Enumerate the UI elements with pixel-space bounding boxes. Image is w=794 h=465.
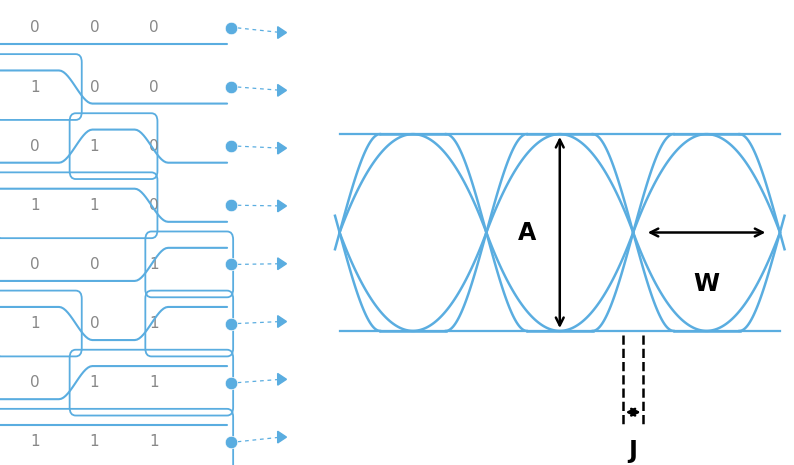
- Text: A: A: [518, 220, 536, 245]
- Text: 1: 1: [149, 316, 159, 331]
- Polygon shape: [278, 200, 287, 212]
- Text: W: W: [693, 272, 719, 296]
- Text: 1: 1: [149, 257, 159, 272]
- Polygon shape: [278, 85, 287, 96]
- Text: 0: 0: [30, 257, 40, 272]
- Text: 1: 1: [90, 139, 99, 153]
- Text: 1: 1: [30, 198, 40, 213]
- Text: 0: 0: [149, 20, 159, 35]
- Text: 1: 1: [90, 198, 99, 213]
- Text: J: J: [629, 438, 638, 463]
- Polygon shape: [278, 431, 287, 443]
- Text: 0: 0: [90, 257, 99, 272]
- Text: 1: 1: [90, 375, 99, 390]
- Text: 0: 0: [90, 80, 99, 94]
- Polygon shape: [278, 373, 287, 385]
- Text: 1: 1: [30, 316, 40, 331]
- Polygon shape: [278, 142, 287, 154]
- Text: 1: 1: [149, 375, 159, 390]
- Text: 1: 1: [90, 434, 99, 449]
- Polygon shape: [278, 27, 287, 39]
- Polygon shape: [278, 258, 287, 270]
- Text: 1: 1: [30, 434, 40, 449]
- Text: 0: 0: [149, 139, 159, 153]
- Text: 0: 0: [90, 20, 99, 35]
- Text: 0: 0: [149, 198, 159, 213]
- Text: 0: 0: [149, 80, 159, 94]
- Text: 0: 0: [30, 139, 40, 153]
- Text: 0: 0: [90, 316, 99, 331]
- Polygon shape: [278, 316, 287, 327]
- Text: 0: 0: [30, 20, 40, 35]
- Text: 1: 1: [149, 434, 159, 449]
- Text: 0: 0: [30, 375, 40, 390]
- Text: 1: 1: [30, 80, 40, 94]
